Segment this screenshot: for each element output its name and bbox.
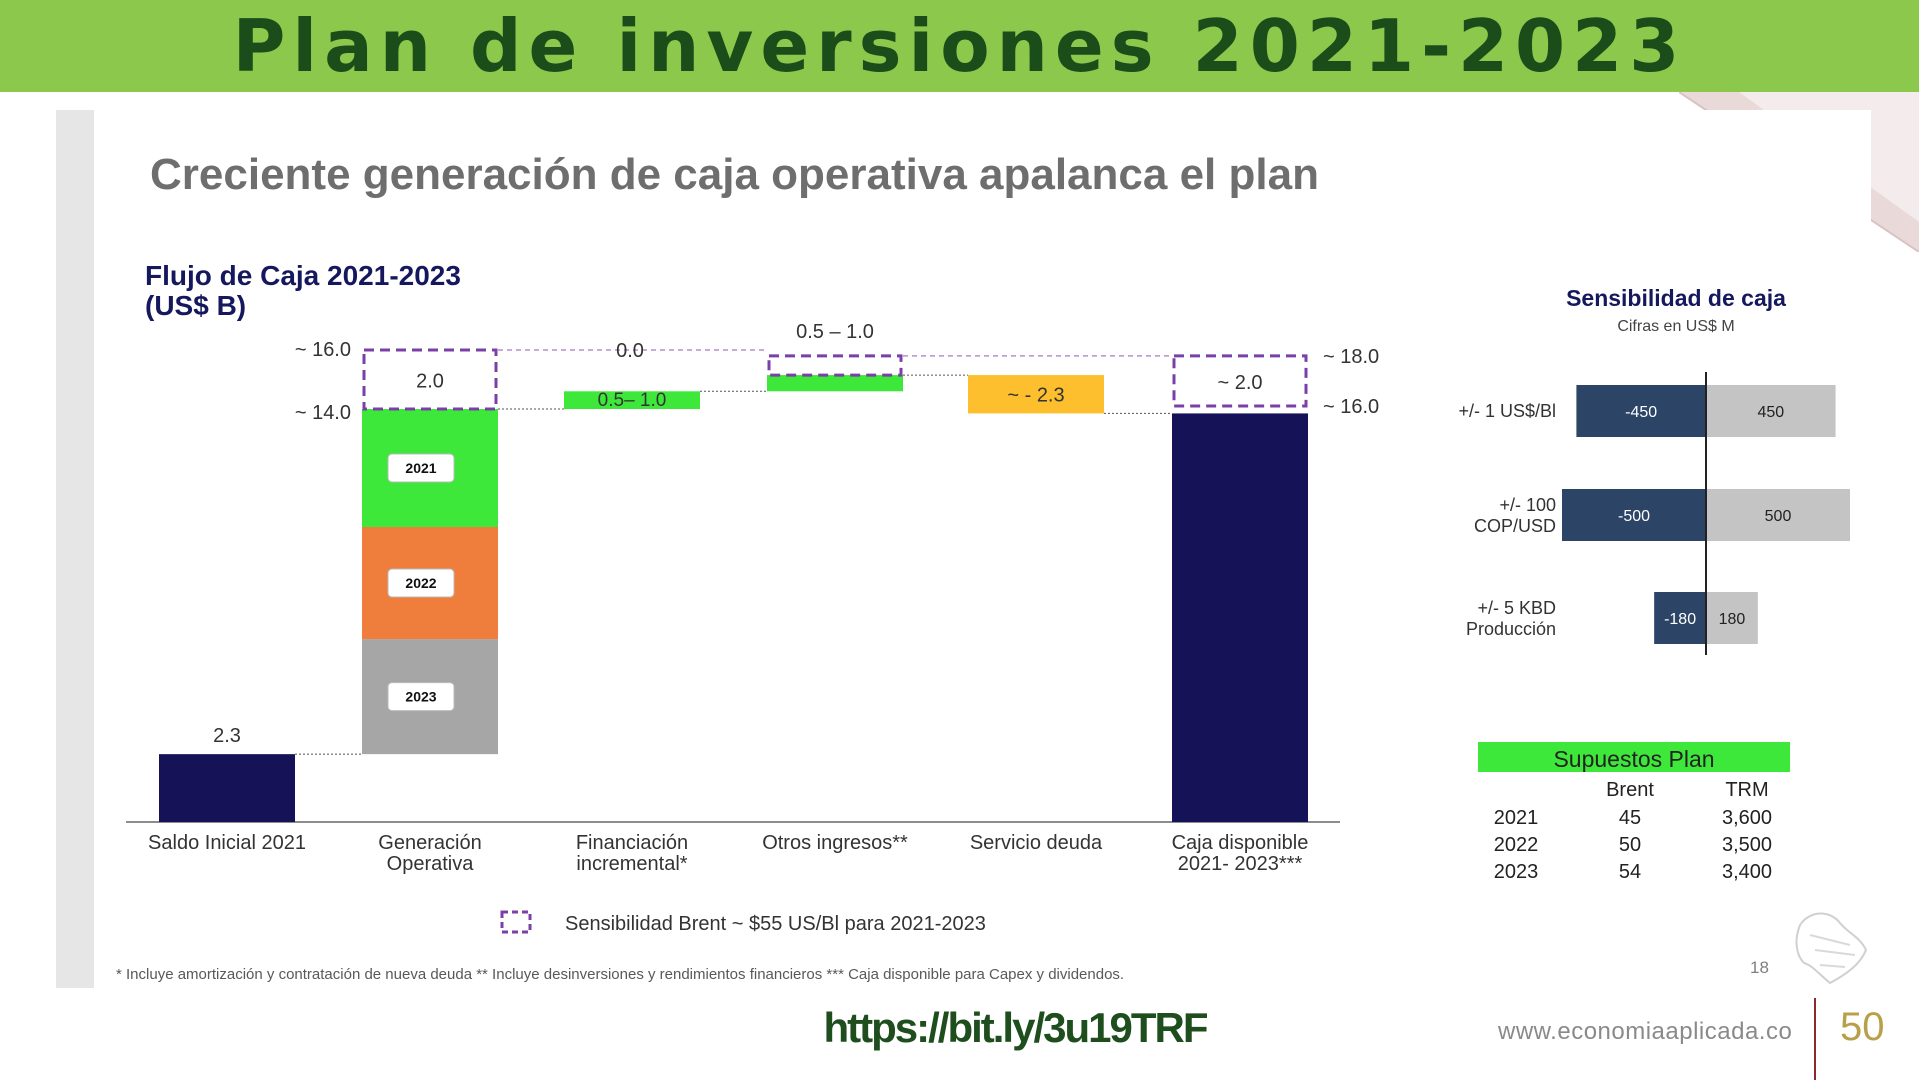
bar-otros-ingresos [767,375,903,392]
segment-label-box-2023 [387,682,455,712]
slide-panel [56,110,1871,988]
annotation-14-left: ~ 14.0 [295,402,351,424]
footnote: * Incluye amortización y contratación de… [116,966,1125,983]
header-bar [0,0,1919,92]
footer-url-link[interactable]: https://bit.ly/3u19TRF [823,1004,1208,1051]
sensitivity-box-otros-ingresos [767,354,903,377]
table-cell-1-2: 3,500 [1722,834,1772,856]
segment-label-2023: 2023 [405,689,436,705]
tornado-value-pos-1: 500 [1765,508,1792,525]
sensitivity-label-caja-disponible-2021-2023: ~ 2.0 [1217,372,1262,394]
tornado-value-neg-1: -500 [1618,508,1650,525]
table-col-brent: Brent [1606,779,1654,801]
segment-label-box-2022 [387,568,455,598]
tornado-bar-pos-0 [1706,385,1836,437]
tornado-bar-pos-2 [1706,592,1758,644]
tornado-title: Sensibilidad de caja [1566,285,1786,311]
slide-strip [56,110,94,988]
bar-saldo-inicial-2021 [159,754,295,822]
footer-divider [1814,998,1816,1080]
label-servicio-deuda: ~ - 2.3 [1007,384,1064,406]
header-title: Plan de inversiones 2021-2023 [232,4,1687,88]
category-label-caja-disponible-2021-2023-1: 2021- 2023*** [1178,853,1303,875]
bar-caja-disponible-2021-2023 [1172,413,1308,822]
table-cell-1-0: 2022 [1494,834,1539,856]
tornado-subtitle: Cifras en US$ M [1617,318,1734,335]
tornado-bar-pos-1 [1706,489,1850,541]
annotation-16-left: ~ 16.0 [295,339,351,361]
legend-sensitivity-text: Sensibilidad Brent ~ $55 US/Bl para 2021… [565,913,986,935]
tornado-value-neg-2: -180 [1664,611,1696,628]
iguana-logo-icon [1795,912,1868,985]
bar-financiaci-n-incremental [564,391,700,409]
tornado-category-0-0: +/- 1 US$/Bl [1458,401,1556,421]
segment-label-2021: 2021 [405,460,436,476]
table-cell-1-1: 50 [1619,834,1641,856]
category-label-saldo-inicial-2021-0: Saldo Inicial 2021 [148,832,306,854]
tornado-bar-neg-0 [1576,385,1706,437]
tornado-bar-neg-2 [1654,592,1706,644]
category-label-generaci-n-operativa-1: Operativa [387,853,475,875]
category-label-servicio-deuda-0: Servicio deuda [970,832,1103,854]
category-label-financiaci-n-incremental-1: incremental* [576,853,687,875]
category-label-generaci-n-operativa-0: Generación [378,832,481,854]
table-cell-0-1: 45 [1619,807,1641,829]
label-financiacion: 0.5– 1.0 [598,390,667,411]
sensitivity-box-caja-disponible-2021-2023 [1172,354,1308,408]
bar-servicio-deuda [968,375,1104,414]
category-label-financiaci-n-incremental-0: Financiación [576,832,688,854]
legend-sensitivity-icon [500,910,532,934]
tornado-category-1-0: +/- 100 [1499,495,1556,515]
table-title: Supuestos Plan [1553,746,1714,772]
tornado-bar-neg-1 [1562,489,1706,541]
sensitivity-label-generaci-n-operativa: 2.0 [416,371,444,393]
category-label-otros-ingresos-0: Otros ingresos** [762,832,908,854]
segment-label-box-2021 [387,453,455,483]
table-cell-2-2: 3,400 [1722,861,1772,883]
table-cell-2-0: 2023 [1494,861,1539,883]
table-header-bar [1478,742,1790,772]
tornado-category-2-1: Producción [1466,619,1556,639]
page-number-slide: 18 [1750,958,1769,977]
footer-page-number: 50 [1840,1005,1885,1049]
tornado-value-pos-2: 180 [1719,611,1746,628]
tornado-category-1-1: COP/USD [1474,516,1556,536]
table-col-trm: TRM [1725,779,1768,801]
table-cell-0-0: 2021 [1494,807,1539,829]
label-saldo-inicial: 2.3 [213,725,241,747]
annotation-18-right: ~ 18.0 [1323,346,1379,368]
tornado-value-neg-0: -450 [1625,404,1657,421]
table-cell-2-1: 54 [1619,861,1641,883]
footer-site: www.economiaaplicada.co [1498,1018,1793,1045]
category-label-caja-disponible-2021-2023-0: Caja disponible [1172,832,1309,854]
table-cell-0-2: 3,600 [1722,807,1772,829]
label-financiacion-sensitivity: 0.0 [616,340,644,362]
chart-title-line1: Flujo de Caja 2021-2023 [145,260,461,291]
segment-label-2022: 2022 [405,575,436,591]
slide-title: Creciente generación de caja operativa a… [150,150,1319,199]
tornado-category-2-0: +/- 5 KBD [1477,598,1556,618]
annotation-16-right: ~ 16.0 [1323,396,1379,418]
chart-title-line2: (US$ B) [145,290,247,321]
tornado-value-pos-0: 450 [1757,404,1784,421]
sensitivity-box-generaci-n-operativa [362,348,498,411]
label-otros-ingresos: 0.5 – 1.0 [796,321,874,343]
